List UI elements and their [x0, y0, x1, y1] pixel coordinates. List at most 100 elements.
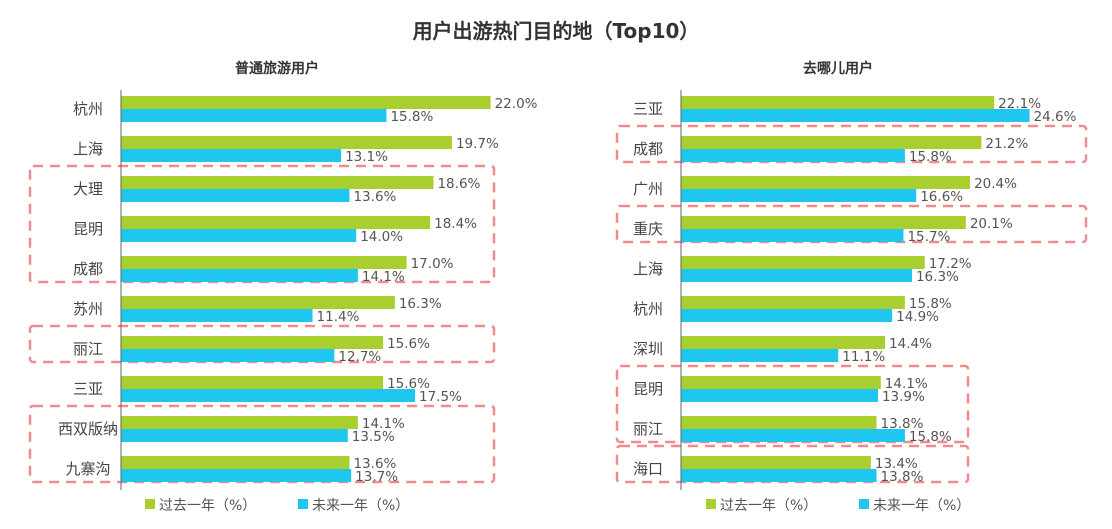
- bar-past-year: [121, 176, 434, 189]
- chart-title: 用户出游热门目的地（Top10）: [413, 19, 700, 43]
- chart-subtitle: 普通旅游用户: [235, 60, 319, 77]
- data-label: 16.6%: [920, 189, 963, 205]
- category-label: 昆明: [73, 220, 103, 238]
- bar-next-year: [681, 149, 905, 162]
- data-label: 17.0%: [411, 256, 454, 272]
- legend-label: 未来一年（%）: [873, 498, 970, 514]
- data-label: 14.4%: [889, 336, 932, 352]
- legend-swatch: [298, 499, 308, 509]
- highlight-box: [28, 324, 496, 364]
- data-label: 15.6%: [387, 376, 430, 392]
- data-label: 14.1%: [362, 269, 405, 285]
- data-label: 17.5%: [419, 389, 462, 405]
- category-label: 成都: [73, 260, 103, 278]
- data-label: 15.8%: [909, 429, 952, 445]
- bar-next-year: [681, 429, 905, 442]
- data-label: 13.4%: [875, 456, 918, 472]
- category-label: 成都: [633, 140, 663, 158]
- highlight-box: [615, 444, 970, 484]
- data-label: 14.1%: [362, 416, 405, 432]
- legend-label: 过去一年（%）: [720, 498, 817, 514]
- legend-swatch: [706, 499, 716, 509]
- bar-past-year: [681, 96, 995, 109]
- category-label: 三亚: [633, 100, 663, 118]
- data-label: 18.6%: [437, 176, 480, 192]
- bar-next-year: [121, 229, 357, 242]
- data-label: 19.7%: [456, 136, 499, 152]
- category-label: 丽江: [633, 420, 663, 438]
- bar-past-year: [681, 336, 886, 349]
- bar-next-year: [681, 469, 877, 482]
- category-label: 深圳: [633, 340, 663, 358]
- data-label: 13.9%: [882, 389, 925, 405]
- category-label: 昆明: [633, 380, 663, 398]
- data-label: 13.5%: [352, 429, 395, 445]
- bar-next-year: [121, 349, 335, 362]
- data-label: 15.8%: [909, 296, 952, 312]
- bar-next-year: [121, 149, 342, 162]
- bar-next-year: [121, 389, 415, 402]
- bar-past-year: [121, 376, 384, 389]
- category-label: 三亚: [73, 380, 103, 398]
- data-label: 15.8%: [390, 109, 433, 125]
- category-label: 上海: [633, 260, 663, 278]
- bar-next-year: [681, 269, 912, 282]
- legend-label: 过去一年（%）: [159, 498, 256, 514]
- data-label: 12.7%: [338, 349, 381, 365]
- data-label: 13.8%: [881, 416, 924, 432]
- data-label: 20.4%: [974, 176, 1017, 192]
- data-label: 14.1%: [885, 376, 928, 392]
- data-label: 13.1%: [345, 149, 388, 165]
- category-label: 重庆: [633, 220, 663, 238]
- data-label: 18.4%: [434, 216, 477, 232]
- chart-subtitle: 去哪儿用户: [803, 60, 873, 77]
- bar-next-year: [681, 389, 878, 402]
- category-label: 苏州: [73, 300, 103, 318]
- bar-next-year: [121, 109, 387, 122]
- data-label: 13.8%: [881, 469, 924, 485]
- category-label: 上海: [73, 140, 103, 158]
- data-label: 13.6%: [353, 456, 396, 472]
- data-label: 11.4%: [317, 309, 360, 325]
- data-label: 15.6%: [387, 336, 430, 352]
- bar-next-year: [121, 189, 350, 202]
- bar-past-year: [121, 216, 431, 229]
- bar-next-year: [681, 229, 904, 242]
- legend-label: 未来一年（%）: [312, 498, 409, 514]
- bar-next-year: [681, 189, 917, 202]
- bar-past-year: [681, 296, 905, 309]
- bar-past-year: [681, 136, 982, 149]
- data-label: 17.2%: [929, 256, 972, 272]
- bar-next-year: [681, 109, 1030, 122]
- data-label: 15.8%: [909, 149, 952, 165]
- data-label: 21.2%: [985, 136, 1028, 152]
- bar-past-year: [681, 176, 971, 189]
- bar-past-year: [681, 376, 881, 389]
- bar-past-year: [681, 216, 966, 229]
- data-label: 16.3%: [399, 296, 442, 312]
- data-label: 16.3%: [916, 269, 959, 285]
- data-label: 11.1%: [842, 349, 885, 365]
- bar-past-year: [121, 336, 384, 349]
- data-label: 22.1%: [998, 96, 1041, 112]
- data-label: 14.9%: [896, 309, 939, 325]
- bar-past-year: [681, 256, 925, 269]
- bar-past-year: [121, 456, 350, 469]
- bar-next-year: [681, 309, 893, 322]
- bar-next-year: [121, 309, 313, 322]
- data-label: 15.7%: [907, 229, 950, 245]
- bar-next-year: [121, 429, 348, 442]
- data-label: 13.7%: [355, 469, 398, 485]
- bar-next-year: [121, 269, 358, 282]
- category-label: 九寨沟: [65, 460, 110, 478]
- bar-past-year: [121, 256, 407, 269]
- category-label: 广州: [633, 180, 663, 198]
- data-label: 14.0%: [360, 229, 403, 245]
- bar-next-year: [121, 469, 352, 482]
- bar-past-year: [681, 456, 871, 469]
- bar-past-year: [121, 136, 452, 149]
- data-label: 22.0%: [495, 96, 538, 112]
- data-label: 20.1%: [970, 216, 1013, 232]
- category-label: 杭州: [633, 300, 663, 318]
- bar-past-year: [121, 296, 395, 309]
